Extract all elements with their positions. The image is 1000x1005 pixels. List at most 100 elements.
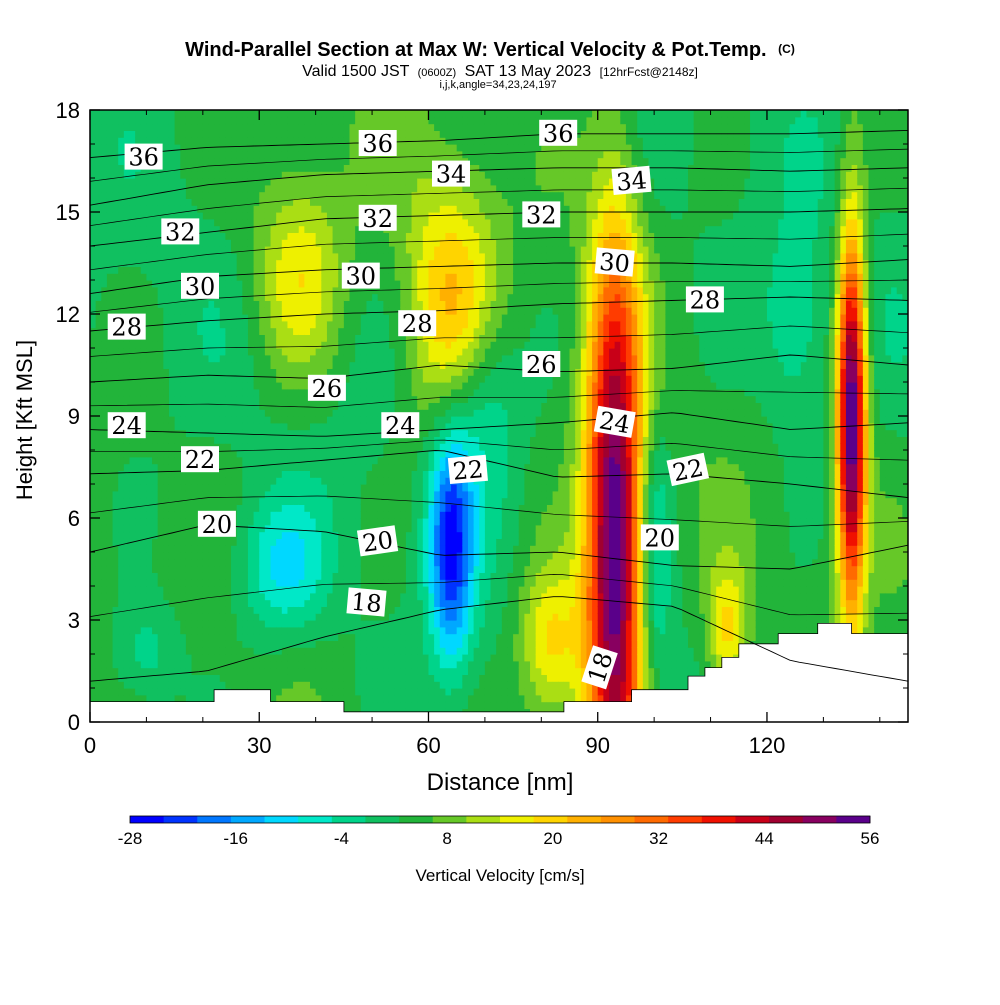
field-cell: [394, 157, 401, 165]
field-cell: [191, 171, 198, 179]
field-cell: [377, 674, 384, 682]
field-cell: [140, 293, 148, 301]
field-cell: [366, 558, 373, 567]
field-cell: [231, 334, 238, 342]
field-cell: [185, 198, 193, 206]
field-cell: [219, 599, 226, 607]
field-cell: [394, 531, 401, 539]
field-cell: [180, 409, 187, 417]
field-cell: [338, 640, 345, 648]
field-cell: [168, 477, 176, 485]
field-cell: [372, 293, 379, 301]
field-cell: [135, 470, 142, 478]
field-cell: [298, 538, 305, 546]
field-cell: [112, 375, 119, 383]
field-cell: [372, 232, 379, 240]
field-cell: [315, 252, 322, 261]
field-cell: [157, 184, 164, 193]
field-cell: [270, 497, 277, 505]
field-cell: [388, 450, 396, 458]
field-cell: [112, 490, 119, 499]
field-cell: [400, 640, 407, 648]
field-cell: [264, 511, 272, 519]
field-cell: [343, 123, 351, 131]
field-cell: [101, 388, 108, 397]
field-cell: [326, 640, 334, 648]
field-cell: [349, 640, 356, 648]
field-cell: [174, 511, 181, 519]
field-cell: [298, 157, 305, 165]
field-cell: [264, 266, 272, 274]
field-cell: [123, 613, 131, 621]
field-cell: [281, 647, 289, 655]
field-cell: [129, 694, 136, 703]
field-cell: [259, 184, 266, 193]
field-cell: [338, 688, 345, 696]
field-cell: [123, 626, 131, 635]
field-cell: [214, 565, 221, 573]
field-cell: [135, 184, 142, 193]
field-cell: [326, 164, 334, 172]
field-cell: [90, 436, 97, 444]
field-cell: [298, 300, 305, 308]
field-cell: [174, 694, 181, 703]
field-cell: [242, 225, 249, 233]
field-cell: [270, 416, 277, 424]
field-cell: [214, 422, 221, 431]
field-cell: [185, 429, 193, 437]
field-cell: [270, 150, 277, 159]
field-cell: [236, 565, 243, 573]
field-cell: [377, 409, 384, 417]
field-cell: [394, 443, 401, 451]
field-cell: [310, 293, 317, 301]
field-cell: [400, 484, 407, 492]
field-cell: [355, 150, 362, 159]
field-cell: [281, 191, 289, 199]
field-cell: [253, 246, 260, 254]
field-cell: [315, 334, 322, 342]
field-cell: [174, 681, 181, 689]
field-cell: [191, 334, 198, 342]
field-cell: [332, 565, 339, 573]
field-cell: [197, 402, 204, 410]
field-cell: [118, 633, 125, 641]
field-cell: [377, 382, 384, 390]
field-cell: [270, 354, 277, 363]
field-cell: [225, 504, 232, 512]
field-cell: [231, 388, 238, 397]
field-cell: [247, 198, 255, 206]
field-cell: [185, 157, 193, 165]
field-cell: [231, 239, 238, 247]
field-cell: [174, 436, 181, 444]
field-cell: [372, 572, 379, 580]
field-cell: [315, 599, 322, 607]
field-cell: [383, 300, 390, 308]
field-cell: [332, 654, 339, 662]
field-cell: [202, 490, 210, 499]
field-cell: [236, 579, 243, 587]
field-cell: [253, 518, 260, 526]
field-cell: [202, 150, 210, 159]
field-cell: [321, 606, 328, 614]
field-cell: [140, 388, 148, 397]
field-cell: [231, 150, 238, 159]
field-cell: [168, 164, 176, 172]
field-cell: [372, 443, 379, 451]
field-cell: [326, 184, 334, 193]
field-cell: [90, 348, 97, 356]
field-cell: [236, 436, 243, 444]
field-cell: [225, 368, 232, 376]
field-cell: [95, 320, 102, 329]
field-cell: [372, 307, 379, 315]
field-cell: [168, 293, 176, 301]
field-cell: [247, 191, 255, 199]
field-cell: [231, 382, 238, 390]
field-cell: [214, 218, 221, 227]
field-cell: [174, 640, 181, 648]
field-cell: [225, 443, 232, 451]
field-cell: [231, 402, 238, 410]
field-cell: [259, 150, 266, 159]
field-cell: [383, 178, 390, 186]
field-cell: [191, 409, 198, 417]
field-cell: [383, 565, 390, 573]
